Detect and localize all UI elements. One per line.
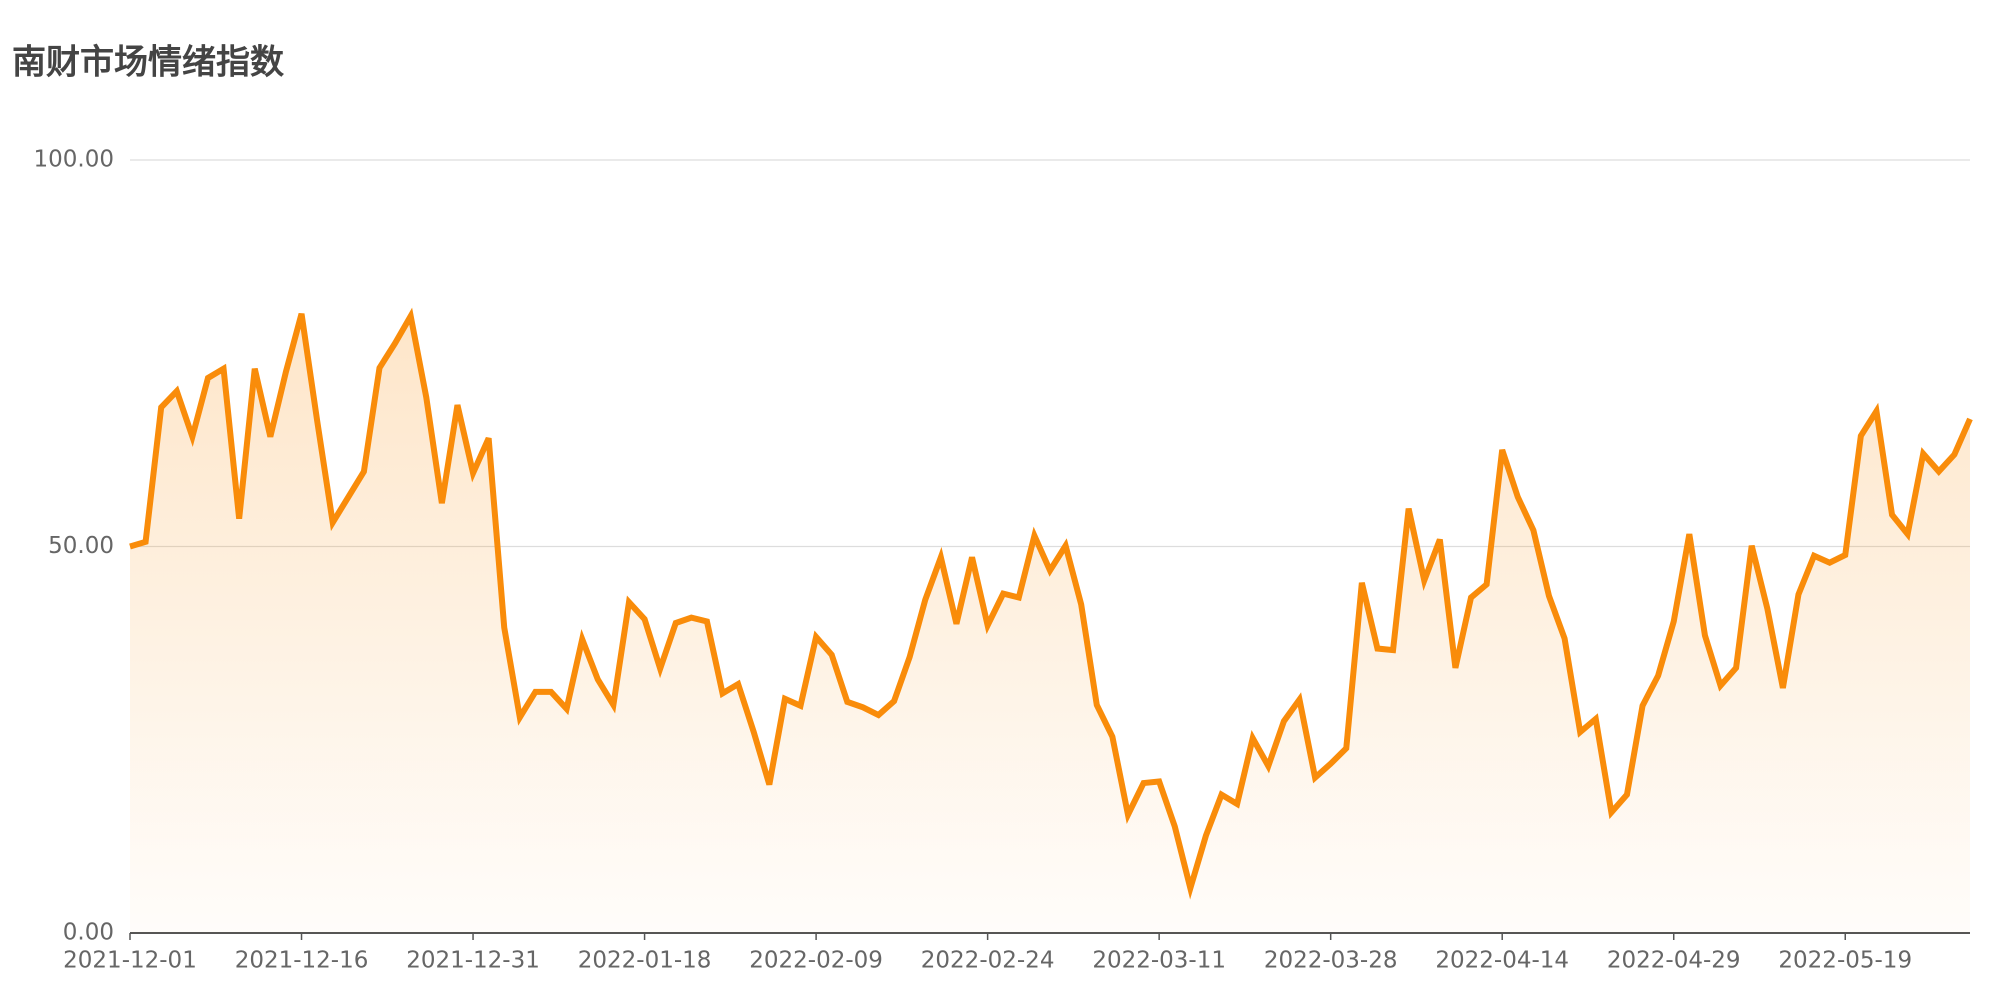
x-tick-label: 2022-04-14 — [1435, 948, 1569, 974]
x-tick-label: 2022-02-24 — [921, 948, 1055, 974]
x-tick-label: 2021-12-16 — [235, 948, 369, 974]
x-tick-label: 2022-04-29 — [1607, 948, 1741, 974]
x-tick-label: 2022-03-28 — [1264, 948, 1398, 974]
x-tick-label: 2022-05-19 — [1778, 948, 1912, 974]
x-tick-label: 2021-12-31 — [406, 948, 540, 974]
area — [130, 313, 1970, 934]
y-tick-label: 0.00 — [63, 920, 114, 946]
x-tick-label: 2021-12-01 — [63, 948, 197, 974]
y-tick-label: 50.00 — [48, 533, 114, 559]
x-tick-label: 2022-03-11 — [1092, 948, 1226, 974]
x-tick-label: 2022-02-09 — [749, 948, 883, 974]
line — [129, 307, 1973, 900]
y-tick-label: 100.00 — [34, 147, 114, 173]
chart-title: 南财市场情绪指数 — [12, 43, 284, 83]
x-tick-label: 2022-01-18 — [578, 948, 712, 974]
